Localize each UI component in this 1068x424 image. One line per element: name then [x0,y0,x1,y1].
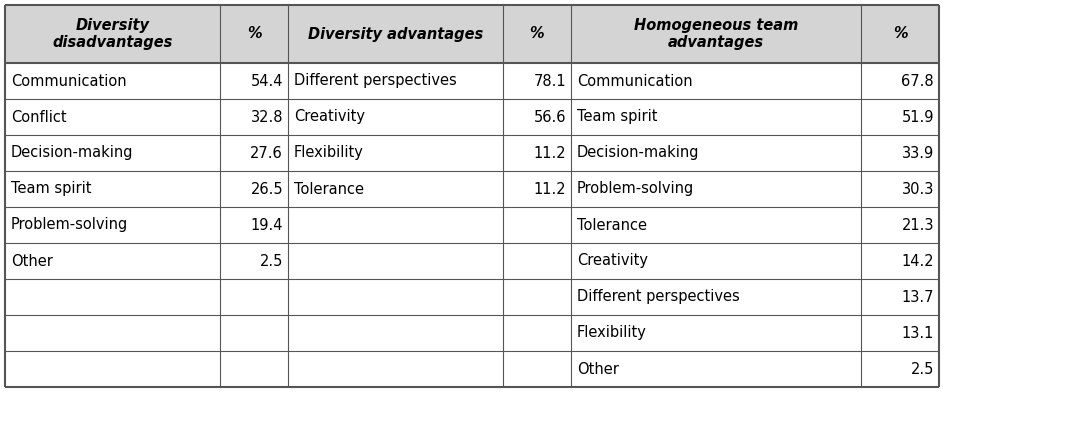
Text: %: % [247,26,262,42]
Text: Creativity: Creativity [294,109,365,125]
Text: Diversity
disadvantages: Diversity disadvantages [52,18,173,50]
Bar [5,207,939,243]
Text: Homogeneous team
advantages: Homogeneous team advantages [633,18,798,50]
Text: Other: Other [577,362,618,377]
Bar [5,243,939,279]
Text: 19.4: 19.4 [251,218,283,232]
Bar [5,63,939,99]
Text: Communication: Communication [577,73,693,89]
Text: 2.5: 2.5 [911,362,934,377]
Text: Decision-making: Decision-making [11,145,134,161]
Text: Tolerance: Tolerance [294,181,364,196]
Text: Different perspectives: Different perspectives [577,290,740,304]
Text: Conflict: Conflict [11,109,66,125]
Text: Problem-solving: Problem-solving [11,218,128,232]
Text: %: % [530,26,545,42]
Text: Tolerance: Tolerance [577,218,647,232]
Text: 27.6: 27.6 [250,145,283,161]
Text: Team spirit: Team spirit [11,181,92,196]
Text: 32.8: 32.8 [251,109,283,125]
Text: 30.3: 30.3 [901,181,934,196]
Text: 11.2: 11.2 [533,145,566,161]
Text: 13.7: 13.7 [901,290,934,304]
Text: 11.2: 11.2 [533,181,566,196]
Text: Communication: Communication [11,73,127,89]
Text: Creativity: Creativity [577,254,648,268]
Text: 78.1: 78.1 [533,73,566,89]
Text: 13.1: 13.1 [901,326,934,340]
Text: Flexibility: Flexibility [577,326,647,340]
Bar [5,99,939,135]
Text: Team spirit: Team spirit [577,109,658,125]
Text: Other: Other [11,254,53,268]
Text: Diversity advantages: Diversity advantages [308,26,483,42]
Text: Decision-making: Decision-making [577,145,700,161]
Bar [5,171,939,207]
Text: Flexibility: Flexibility [294,145,364,161]
Bar [5,135,939,171]
Text: Different perspectives: Different perspectives [294,73,457,89]
Text: Problem-solving: Problem-solving [577,181,694,196]
Text: 2.5: 2.5 [260,254,283,268]
Text: 54.4: 54.4 [251,73,283,89]
Text: 67.8: 67.8 [901,73,934,89]
Text: 26.5: 26.5 [250,181,283,196]
Text: 56.6: 56.6 [534,109,566,125]
Bar [5,279,939,315]
Text: 51.9: 51.9 [901,109,934,125]
Bar [5,315,939,351]
Bar [5,5,939,63]
Text: 33.9: 33.9 [901,145,934,161]
Text: %: % [893,26,908,42]
Text: 14.2: 14.2 [901,254,934,268]
Text: 21.3: 21.3 [901,218,934,232]
Bar [5,351,939,387]
